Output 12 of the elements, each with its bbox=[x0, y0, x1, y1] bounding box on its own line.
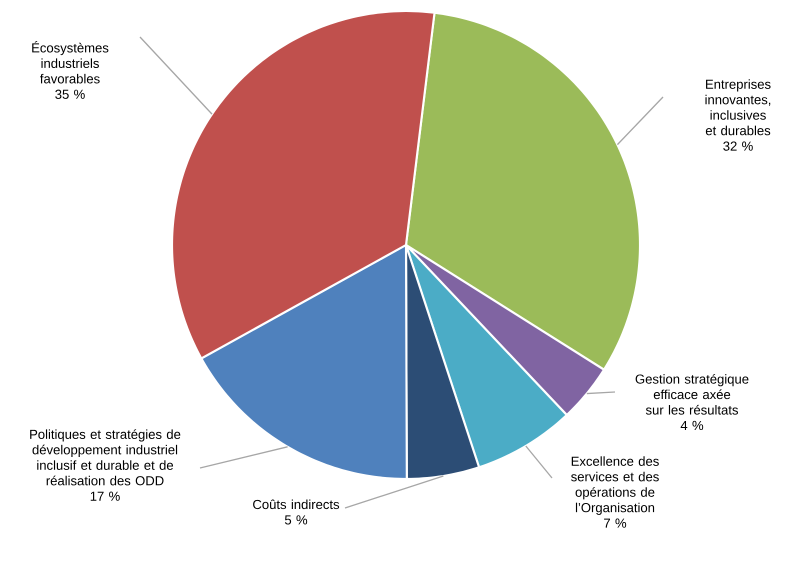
slice-label: Politiques et stratégies de développement industriel inclusif et durable et de réalisation des ODD bbox=[30, 429, 180, 486]
slice-label: Gestion stratégique efficace axée sur les résultats bbox=[636, 374, 748, 415]
data-label: 4 % bbox=[680, 420, 704, 430]
slice-label: Écosystèmes industriels favorables bbox=[32, 41, 108, 84]
data-label: 35 % bbox=[55, 90, 85, 99]
data-label: 5 % bbox=[284, 515, 308, 525]
data-label: 32 % bbox=[723, 141, 753, 151]
slice-label: Entreprises innovantes, inclusives et durables bbox=[705, 79, 771, 136]
data-label: 7 % bbox=[604, 518, 626, 528]
data-label: 17 % bbox=[90, 492, 120, 501]
slice-label: Coûts indirects bbox=[253, 499, 340, 510]
slice-label: Excellence des services et des opérations de l’Organisation bbox=[571, 456, 659, 515]
